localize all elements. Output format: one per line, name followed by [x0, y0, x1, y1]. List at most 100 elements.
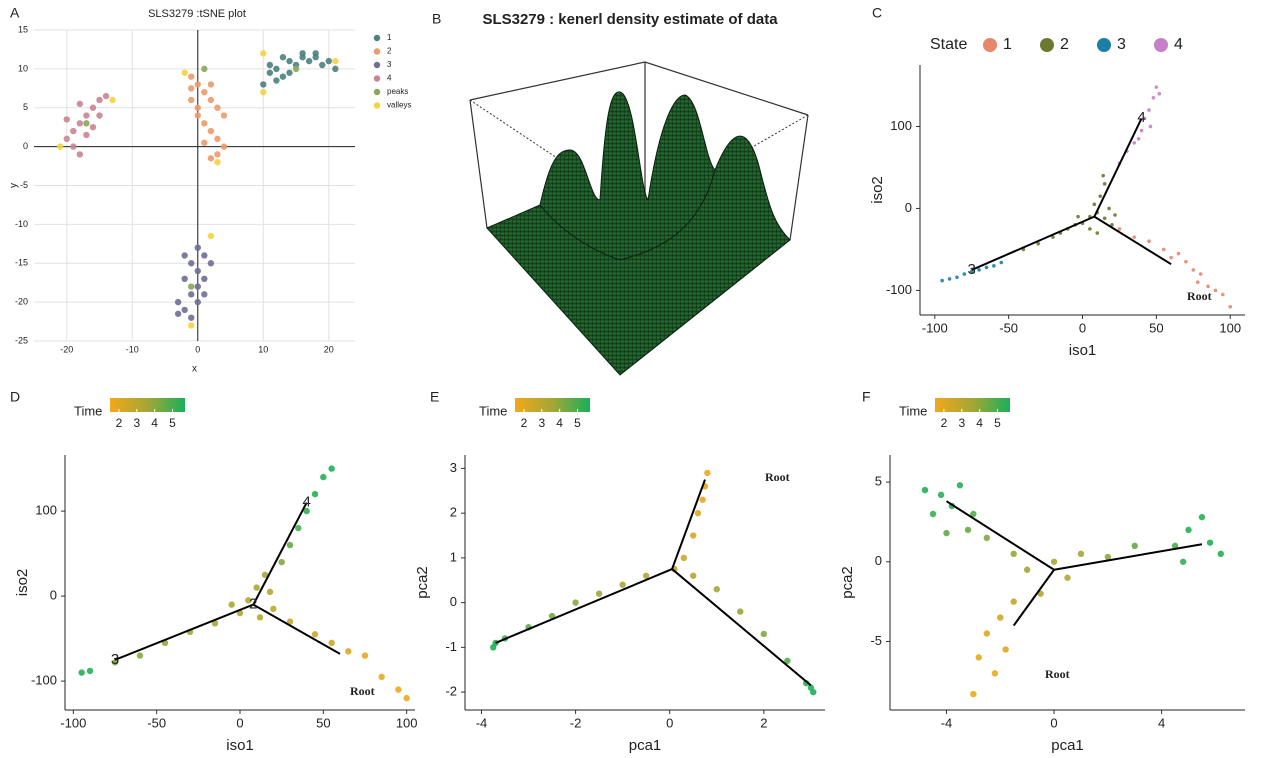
trajectory [1053, 543, 1203, 571]
trajectory [671, 568, 812, 687]
x-tick-label: 20 [324, 344, 334, 354]
point [1206, 539, 1214, 546]
point [1154, 85, 1159, 89]
y-tick-label: 3 [450, 460, 457, 475]
branch-label: 3 [968, 261, 976, 278]
point [57, 143, 64, 150]
y-tick-label: 1 [450, 549, 457, 564]
legend-label: 2 [387, 47, 392, 56]
y-axis-label: pca2 [414, 566, 431, 599]
point [207, 96, 215, 104]
colorbar-tick-label: 5 [169, 416, 176, 430]
y-tick-label: -25 [15, 335, 28, 345]
point [245, 597, 252, 604]
annotation: Root [1045, 667, 1070, 681]
chart-title: SLS3279 : kenerl density estimate of dat… [482, 11, 778, 28]
point [361, 652, 369, 659]
panel-label: D [10, 389, 20, 405]
panel-label: E [430, 389, 439, 405]
point [395, 686, 402, 693]
point [260, 89, 267, 96]
colorbar-title: Time [899, 403, 927, 418]
point [194, 81, 201, 88]
point [969, 269, 974, 274]
point [266, 588, 274, 596]
point [201, 275, 208, 282]
point [83, 120, 90, 127]
legend-marker [373, 61, 381, 69]
x-axis-label: iso1 [226, 737, 254, 754]
point [1101, 173, 1105, 178]
x-tick-label: -10 [126, 344, 139, 354]
point [89, 123, 97, 131]
point [694, 509, 702, 517]
point [1023, 566, 1031, 573]
y-tick-label: -20 [15, 297, 28, 307]
point [1179, 558, 1187, 565]
point [295, 524, 302, 532]
point [642, 572, 650, 579]
point [253, 584, 260, 591]
point [975, 654, 982, 661]
y-tick-label: 0 [450, 594, 457, 609]
point [1104, 553, 1112, 561]
panel: -100 -50 0 50 100-1000100iso1iso2342RootTime… [14, 398, 418, 754]
point [970, 510, 977, 518]
point [201, 120, 208, 127]
point [1036, 241, 1040, 246]
point [220, 112, 228, 119]
x-tick-label: 0 [195, 344, 200, 354]
point [964, 526, 972, 534]
point [1176, 251, 1181, 256]
panel-label: B [432, 11, 441, 27]
point [286, 69, 293, 76]
x-tick-label: 2 [760, 715, 767, 730]
point [286, 57, 293, 65]
point [70, 127, 77, 135]
x-tick-label: -50 [147, 715, 166, 730]
y-tick-label: -10 [15, 219, 28, 229]
point [1050, 558, 1058, 565]
legend-marker [373, 48, 381, 55]
point [690, 532, 697, 539]
trajectory [1093, 215, 1172, 266]
point [1198, 513, 1206, 521]
point [325, 57, 332, 65]
colorbar-title: Time [479, 403, 507, 418]
density-surface [469, 61, 809, 376]
x-axis-label: pca1 [629, 737, 662, 754]
y-axis-label: iso2 [14, 569, 31, 597]
point [76, 151, 84, 158]
point [70, 143, 77, 150]
point [943, 529, 950, 537]
legend-label: 3 [387, 60, 392, 69]
point [303, 507, 310, 515]
point [983, 630, 991, 637]
point [312, 54, 319, 61]
legend-label: 2 [1060, 36, 1069, 53]
point [940, 278, 944, 283]
point [997, 614, 1004, 621]
point [1147, 239, 1151, 244]
point [1098, 194, 1103, 198]
y-tick-label: -100 [31, 673, 57, 688]
legend-label: peaks [387, 87, 408, 96]
point [680, 554, 688, 562]
trajectory [252, 502, 308, 606]
point [266, 61, 274, 69]
point [174, 298, 182, 306]
point [1132, 235, 1137, 239]
point [102, 92, 110, 100]
point [76, 120, 84, 127]
branch-label: 4 [302, 494, 310, 511]
y-tick-label: -15 [15, 258, 28, 268]
point [279, 73, 287, 80]
point [983, 534, 991, 542]
branch-label: 3 [111, 651, 119, 668]
y-tick-label: 5 [23, 102, 28, 112]
point [991, 670, 999, 677]
point [220, 143, 228, 150]
panel: -20 -10 0 10 20 -25 -20 -15 -10 -5 0 5 10 15 x y 1 2 3 4 pea… [9, 24, 412, 374]
point [201, 139, 208, 146]
